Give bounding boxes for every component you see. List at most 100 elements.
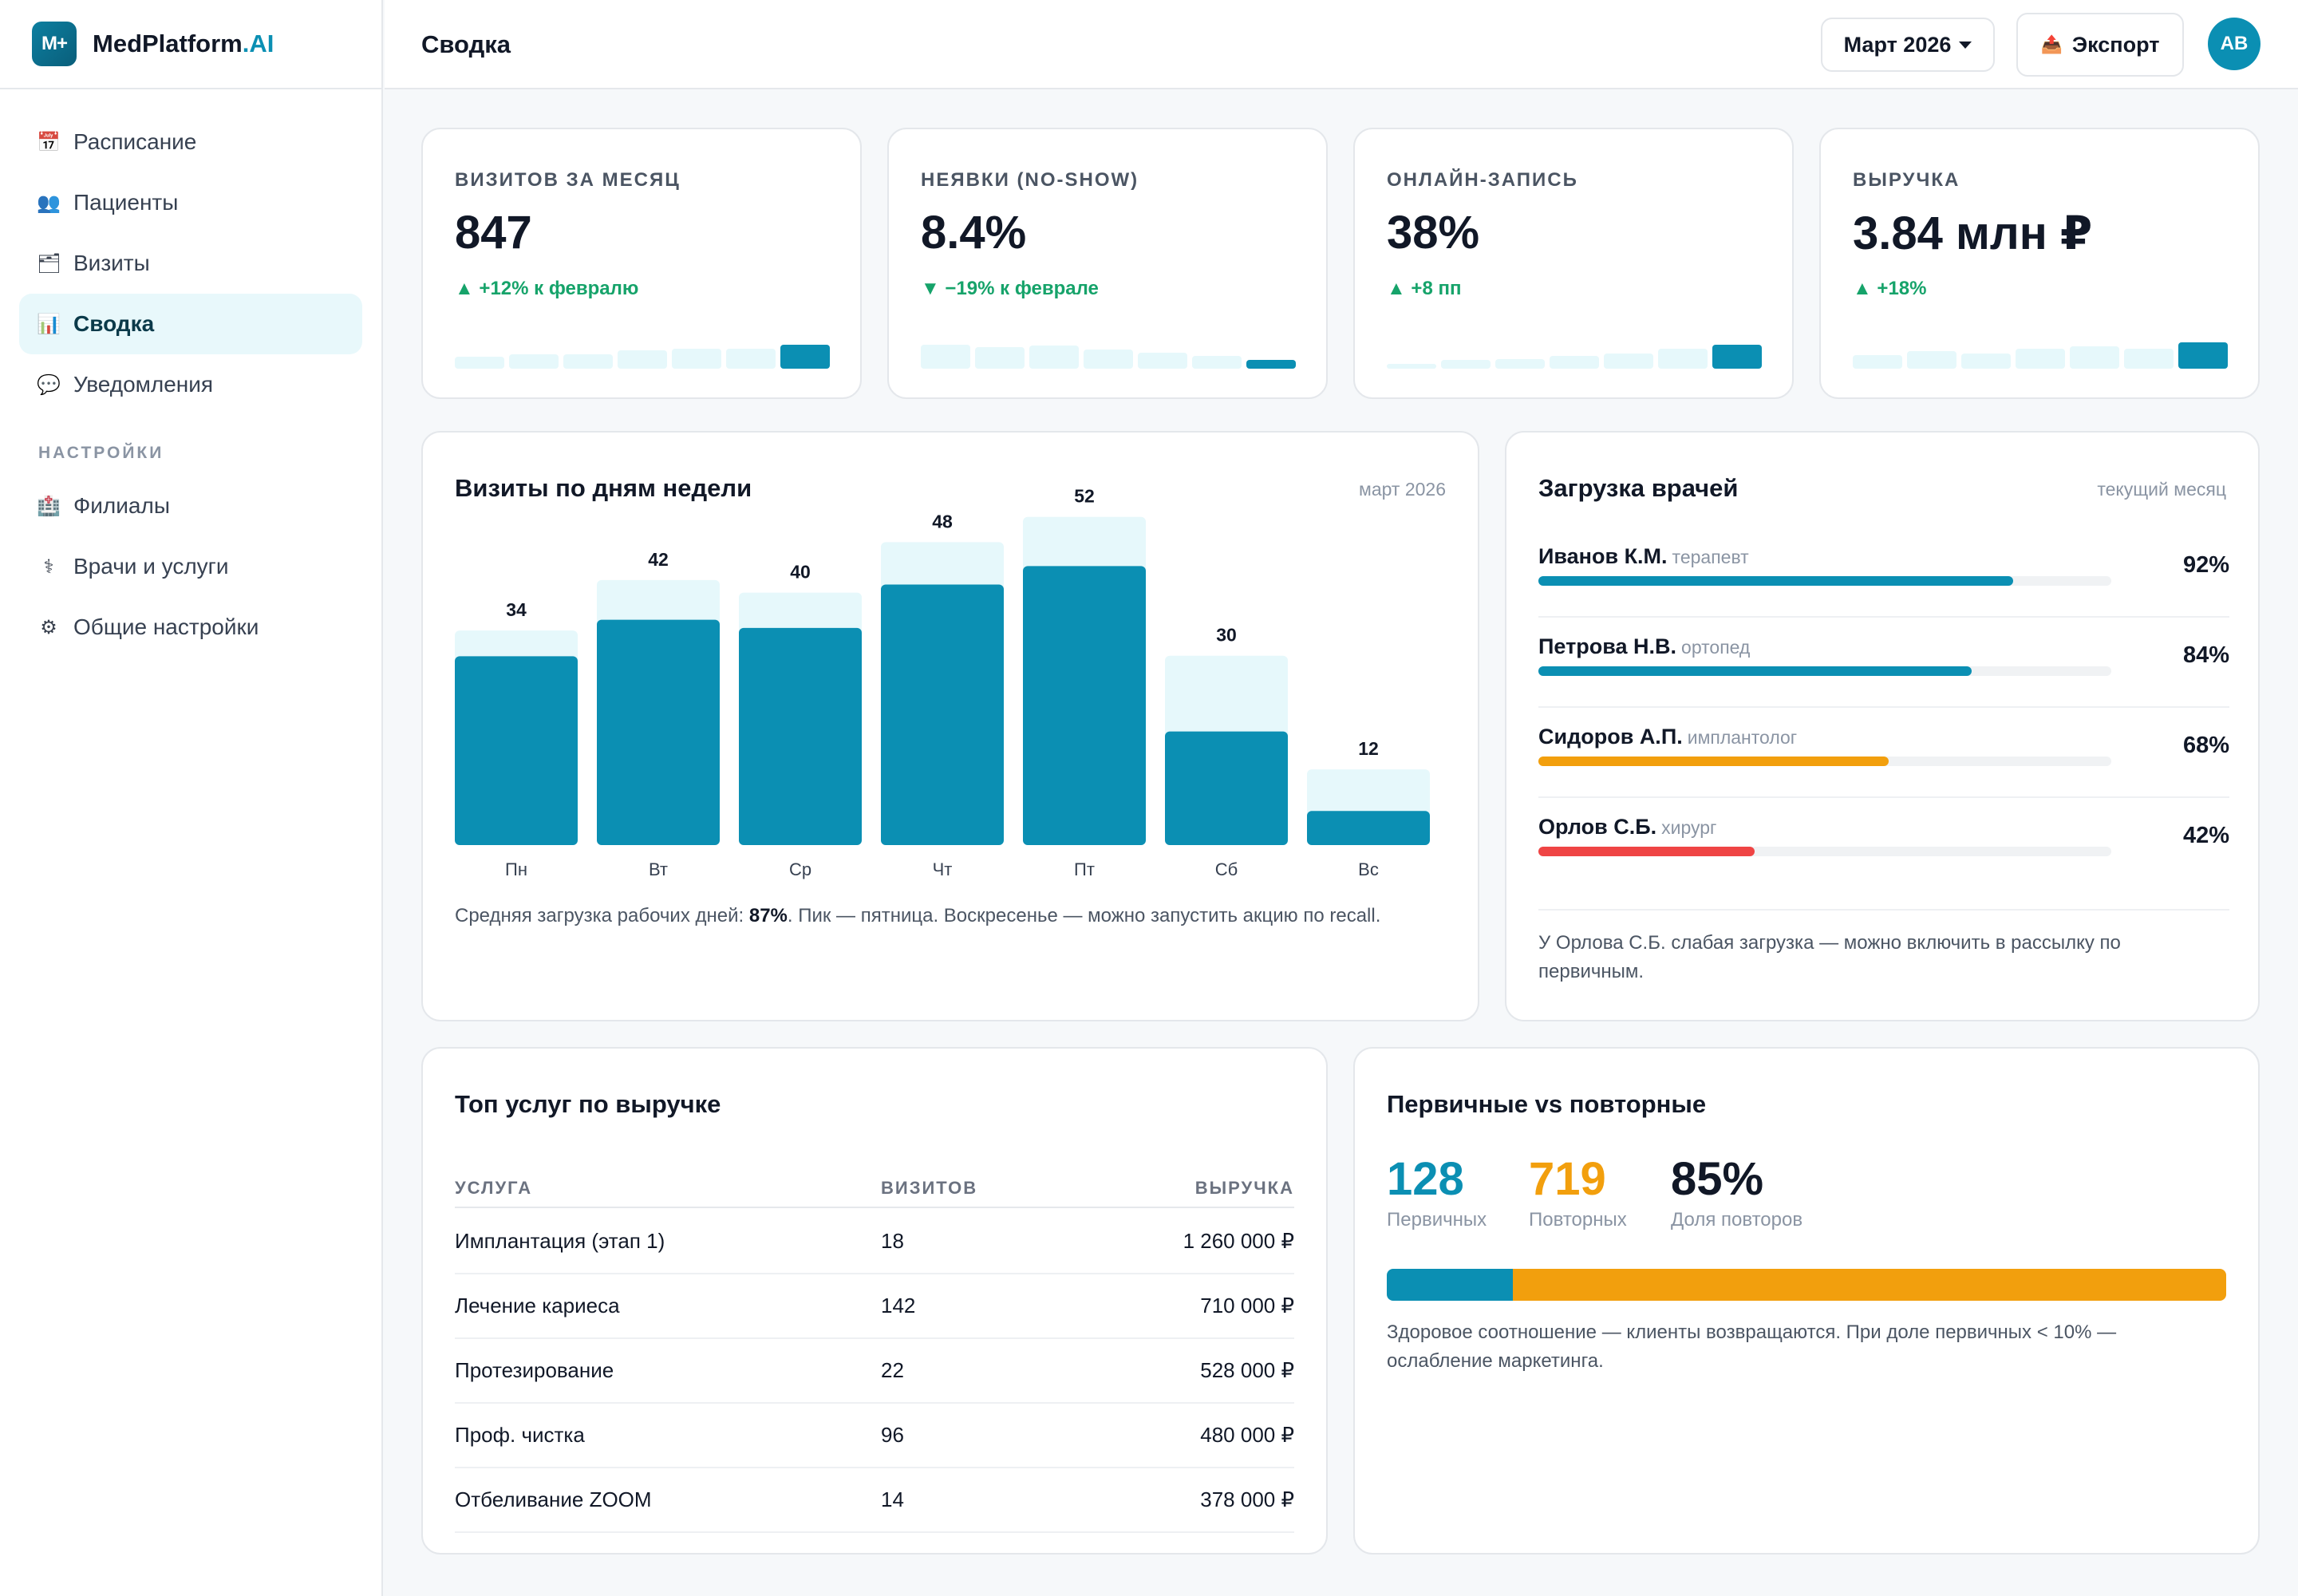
sparkline-bar [780,345,830,369]
sparkline-bar [2124,349,2174,369]
doctor-row[interactable]: Сидоров А.П. имплантолог 68% [1538,709,2229,798]
doctor-specialty: ортопед [1681,637,1751,658]
bar-value-label: 42 [648,549,669,570]
repeat-stat: 719 Повторных [1529,1152,1627,1231]
sidebar-item-general-settings[interactable]: ⚙ Общие настройки [19,597,362,658]
sparkline-bar [1441,360,1491,369]
sidebar-item-summary[interactable]: 📊 Сводка [19,294,362,354]
kpi-value: 847 [455,207,532,259]
table-row[interactable]: Отбеливание ZOOM 14 378 000 ₽ [455,1468,1294,1533]
sidebar-item-doctors-services[interactable]: ⚕ Врачи и услуги [19,536,362,597]
primary-share-segment [1387,1269,1513,1301]
avatar[interactable]: АВ [2208,18,2260,70]
visits-by-weekday-card: Визиты по дням недели март 2026 34 Пн 42 Вт… [421,431,1479,1021]
doctor-load-percent: 84% [2182,642,2229,668]
service-name: Имплантация (этап 1) [455,1229,665,1253]
card-title: Топ услуг по выручке [455,1090,721,1118]
export-button[interactable]: 📤 Экспорт [2016,13,2184,77]
doctor-load-percent: 92% [2182,552,2229,578]
bar-Пн[interactable] [455,656,578,845]
users-icon: 👥 [37,192,61,214]
table-row[interactable]: Лечение кариеса 142 710 000 ₽ [455,1274,1294,1339]
chevron-down-icon [1959,41,1972,49]
sparkline [921,321,1296,369]
kpi-label: НЕЯВКИ (NO-SHOW) [921,169,1139,191]
bar-Чт[interactable] [881,584,1004,845]
sparkline-bar [618,350,667,369]
primary-repeat-ratio-bar [1387,1269,2226,1301]
doctor-load-track [1538,666,2111,676]
service-visits: 22 [881,1358,904,1382]
table-header: УСЛУГА ВИЗИТОВ ВЫРУЧКА [455,1160,1294,1208]
doctor-load-track [1538,757,2111,766]
sidebar-item-schedule[interactable]: 📅 Расписание [19,112,362,172]
doctor-name: Орлов С.Б. хирург [1538,815,1717,839]
sidebar-item-visits[interactable]: 🗂 Визиты [19,233,362,294]
kpi-value: 3.84 млн ₽ [1853,207,2093,259]
sidebar-item-label: Филиалы [73,493,170,518]
x-tick-label: Вт [649,859,668,879]
brand-logo: M+ [32,22,77,66]
primary-stat: 128 Первичных [1387,1152,1487,1231]
doctor-load-track [1538,576,2111,586]
service-revenue: 710 000 ₽ [1200,1294,1294,1317]
column-header-revenue[interactable]: ВЫРУЧКА [1194,1178,1294,1198]
sparkline-bar [1084,350,1133,369]
kpi-label: ВЫРУЧКА [1853,169,1960,191]
doctor-name: Иванов К.М. терапевт [1538,544,1749,568]
sparkline [455,321,830,369]
card-title: Загрузка врачей [1538,474,1739,502]
sparkline-bar [1907,351,1956,369]
table-row[interactable]: Проф. чистка 96 480 000 ₽ [455,1404,1294,1468]
doctor-row[interactable]: Орлов С.Б. хирург 42% [1538,799,2229,911]
service-revenue: 1 260 000 ₽ [1183,1229,1294,1253]
doctor-row[interactable]: Иванов К.М. терапевт 92% [1538,528,2229,618]
period-dropdown[interactable]: Март 2026 [1821,18,1995,72]
doctor-row[interactable]: Петрова Н.В. ортопед 84% [1538,618,2229,708]
kpi-card-visits: ВИЗИТОВ ЗА МЕСЯЦ 847 ▲ +12% к февралю [421,128,862,399]
brand[interactable]: M+ MedPlatform.AI [0,0,381,89]
repeat-count: 719 [1529,1153,1606,1205]
sparkline-bar [2178,342,2228,369]
bar-Сб[interactable] [1165,731,1288,845]
column-header-visits[interactable]: ВИЗИТОВ [881,1178,978,1198]
gear-icon: ⚙ [40,616,57,638]
sparkline-bar [2016,349,2065,369]
sparkline-bar [1961,354,2011,369]
sparkline-bar [509,354,559,369]
sparkline-bar [1029,346,1079,369]
sidebar-item-patients[interactable]: 👥 Пациенты [19,172,362,233]
doctor-load-fill [1538,757,1889,766]
settings-section-title: НАСТРОЙКИ [38,444,164,462]
kpi-label: ОНЛАЙН-ЗАПИСЬ [1387,169,1578,191]
table-row[interactable]: Имплантация (этап 1) 18 1 260 000 ₽ [455,1210,1294,1274]
sidebar-item-notifications[interactable]: 💬 Уведомления [19,354,362,415]
bar-value-label: 30 [1216,625,1237,646]
bar-Ср[interactable] [739,627,862,845]
doctor-specialty: терапевт [1672,547,1749,567]
x-tick-label: Пн [505,859,527,879]
bar-Вт[interactable] [597,619,720,845]
sidebar-item-branches[interactable]: 🏥 Филиалы [19,476,362,536]
doctor-specialty: имплантолог [1687,727,1798,748]
bar-value-label: 12 [1358,738,1379,759]
sparkline-bar [726,349,776,369]
medical-staff-icon: ⚕ [43,555,54,578]
sparkline-bar [1658,349,1708,369]
doctor-load-fill [1538,847,1755,856]
sparkline-bar [455,357,504,369]
kpi-delta: ▲ +8 пп [1387,278,1462,299]
service-revenue: 378 000 ₽ [1200,1487,1294,1511]
brand-name: MedPlatform.AI [93,30,274,57]
column-header-service[interactable]: УСЛУГА [455,1178,533,1198]
table-row[interactable]: Протезирование 22 528 000 ₽ [455,1339,1294,1404]
doctor-specialty: хирург [1661,817,1717,838]
x-tick-label: Ср [789,859,811,879]
bar-Вс[interactable] [1307,811,1430,845]
period-value: Март 2026 [1843,32,1952,57]
bar-Пт[interactable] [1023,566,1146,845]
service-name: Проф. чистка [455,1423,585,1447]
bar-value-label: 52 [1074,486,1095,507]
card-title: Первичные vs повторные [1387,1090,1707,1118]
sidebar-item-label: Визиты [73,251,150,275]
